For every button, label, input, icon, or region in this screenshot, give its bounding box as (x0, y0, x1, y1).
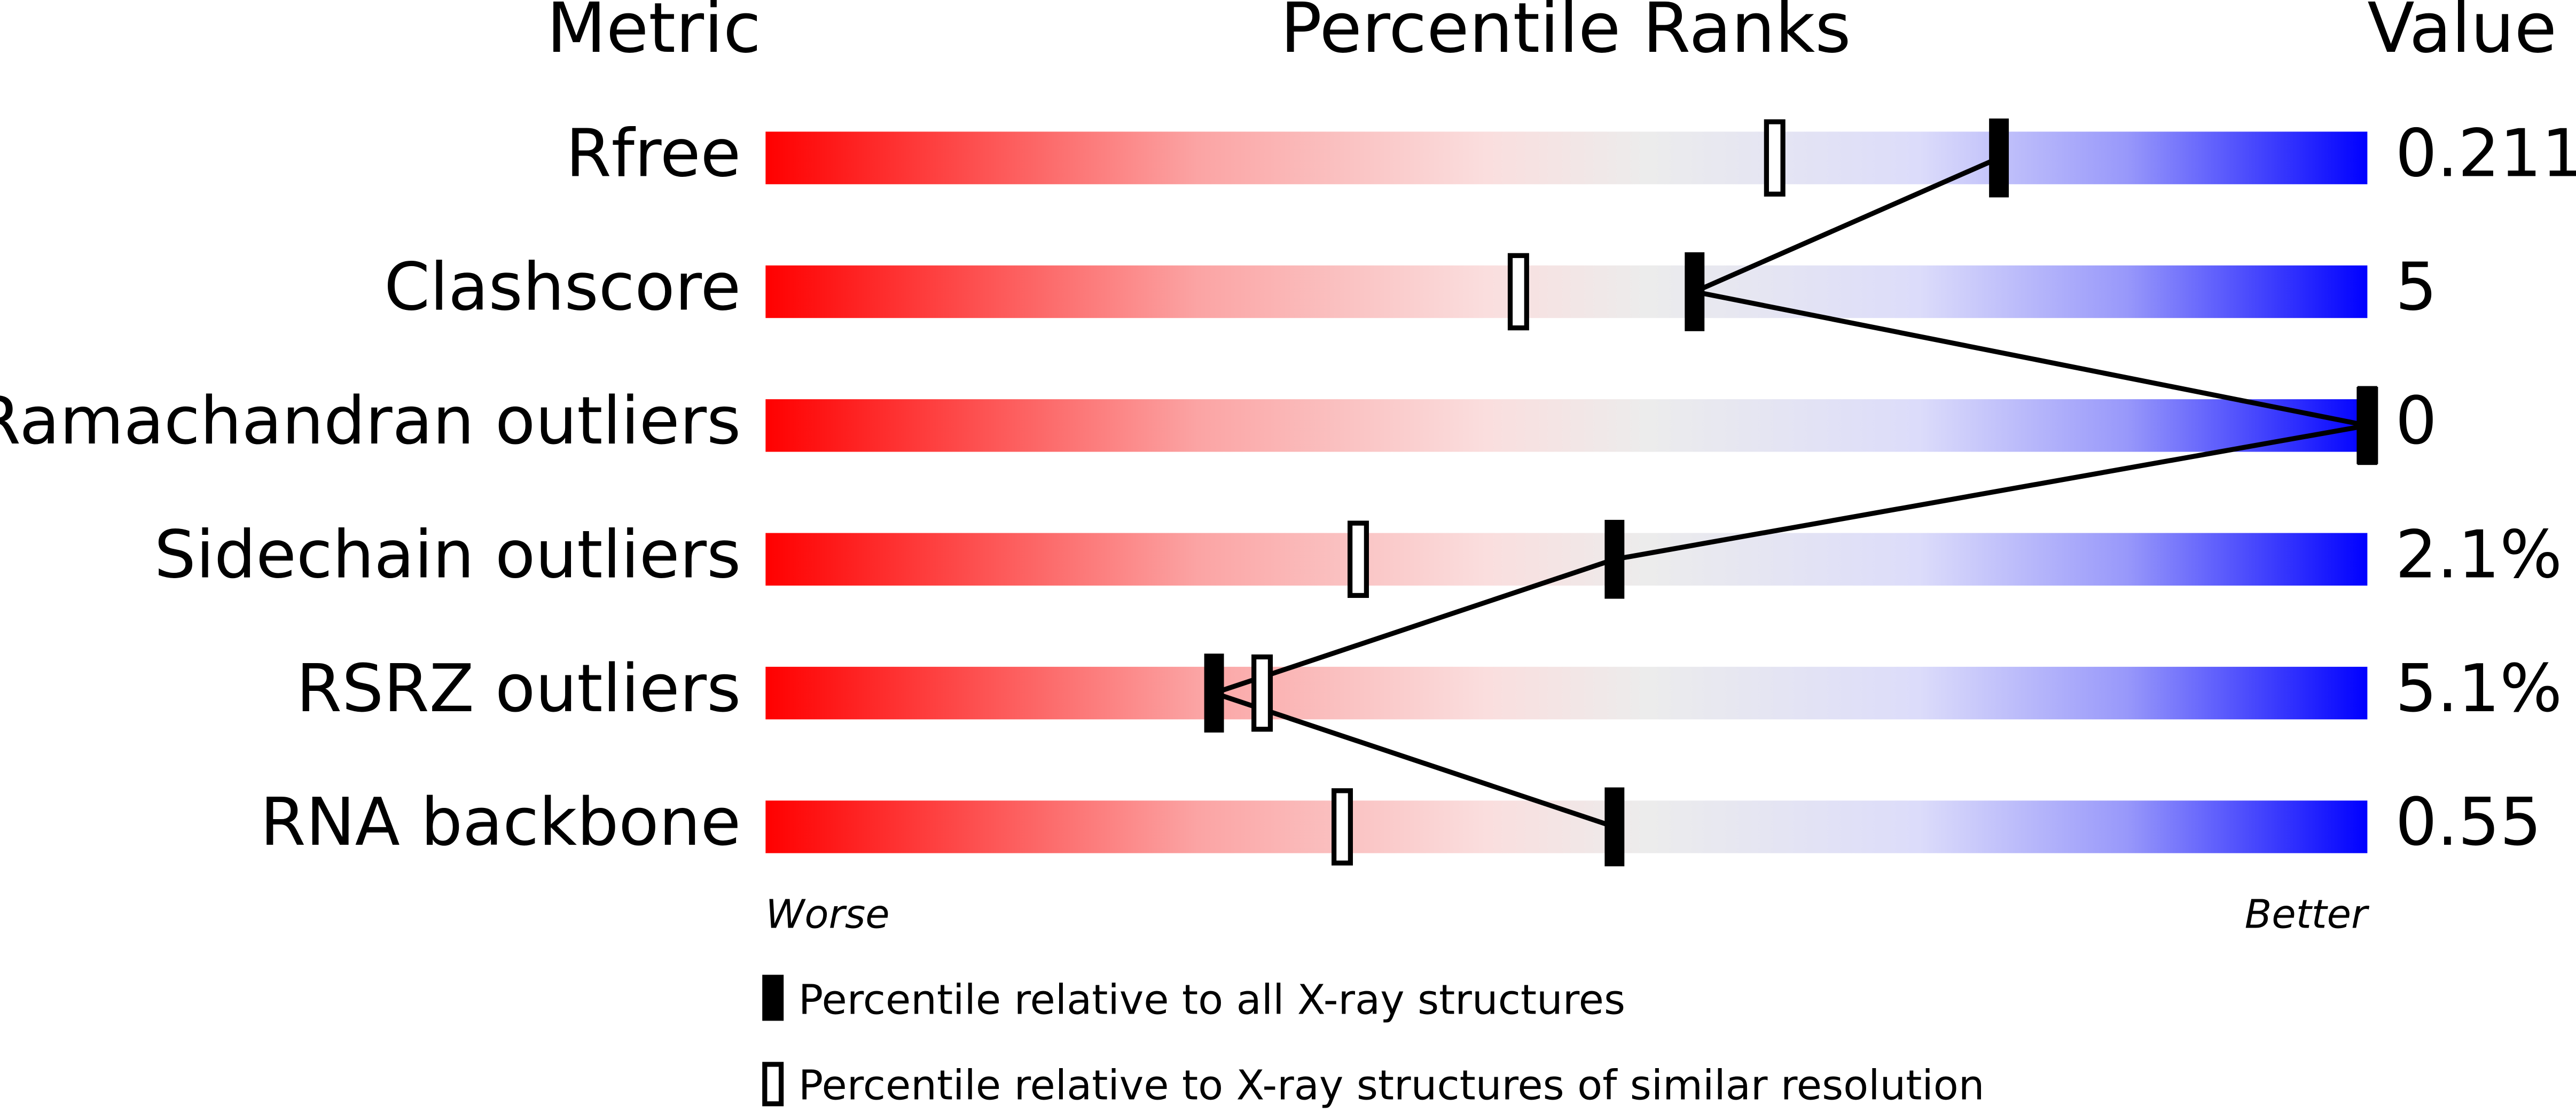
header-percentile: Percentile Ranks (1280, 0, 1851, 68)
axis-worse: Worse (765, 892, 889, 938)
axis-better: Better (2245, 892, 2370, 938)
legend-label: Percentile relative to all X-ray structu… (798, 977, 1625, 1024)
marker-all (1604, 787, 1625, 867)
percentile-bar (765, 265, 2368, 318)
metric-label: Clashscore (384, 250, 741, 326)
percentile-bar (765, 666, 2368, 720)
legend-swatch-similar (762, 1062, 784, 1107)
marker-all (1204, 653, 1224, 733)
header-metric: Metric (546, 0, 761, 68)
marker-similar (1332, 788, 1353, 866)
marker-all (1989, 118, 2009, 198)
marker-similar (1507, 253, 1529, 331)
legend-label: Percentile relative to X-ray structures … (798, 1062, 1985, 1110)
marker-all (2357, 386, 2377, 465)
metric-label: RSRZ outliers (296, 651, 741, 727)
metric-value: 2.1% (2395, 517, 2563, 593)
metric-label: Rfree (566, 115, 741, 192)
rank-line (1206, 155, 2368, 829)
marker-similar (1764, 119, 1786, 197)
metric-label: RNA backbone (260, 784, 741, 861)
percentile-bar (765, 131, 2368, 184)
legend-swatch-all (762, 975, 784, 1021)
marker-similar (1251, 654, 1273, 732)
metric-value: 5 (2395, 250, 2437, 326)
metric-value: 0.55 (2395, 784, 2542, 861)
marker-similar (1348, 520, 1369, 598)
metric-value: 0 (2395, 383, 2437, 460)
marker-all (1604, 519, 1625, 599)
percentile-bar (765, 399, 2368, 452)
marker-all (1685, 252, 1705, 331)
metric-value: 5.1% (2395, 651, 2563, 727)
metric-value: 0.211 (2395, 115, 2576, 192)
metric-label: Ramachandran outliers (0, 383, 741, 460)
header-value: Value (2367, 0, 2557, 68)
metric-label: Sidechain outliers (154, 517, 741, 593)
